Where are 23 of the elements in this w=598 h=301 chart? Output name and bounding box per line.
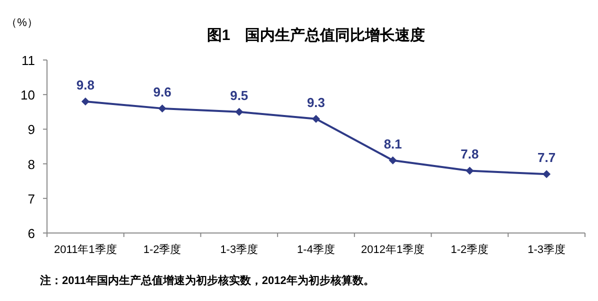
xtick: 1-3季度	[220, 244, 258, 256]
data-label: 7.7	[538, 150, 556, 166]
annotation: 注：2011年国内生产总值增速为初步核实数，2012年为初步核算数。	[40, 275, 374, 287]
xtick: 1-2季度	[143, 244, 182, 256]
data-label: 8.1	[384, 136, 402, 152]
ytick: 9	[28, 122, 35, 138]
data-label: 9.3	[306, 94, 326, 110]
xtick: 1-3季度	[528, 244, 566, 256]
data-label: 9.8	[76, 78, 94, 93]
xtick: 1-2季度	[450, 244, 489, 256]
xtick: 2012年1季度	[361, 244, 425, 256]
data-label: 9.6	[153, 84, 172, 100]
ylabel: （%）	[6, 17, 38, 29]
ytick: 8	[28, 156, 35, 172]
data-label: 9.5	[230, 88, 248, 103]
ytick: 7	[28, 191, 35, 206]
ytick: 11	[22, 53, 35, 68]
xtick: 1-4季度	[297, 244, 335, 256]
ytick: 10	[20, 88, 35, 103]
title: 图1 国内生产总值同比增长速度	[206, 27, 426, 44]
ytick: 6	[28, 226, 35, 241]
data-label: 7.8	[460, 146, 479, 162]
xtick: 2011年1季度	[54, 244, 117, 256]
